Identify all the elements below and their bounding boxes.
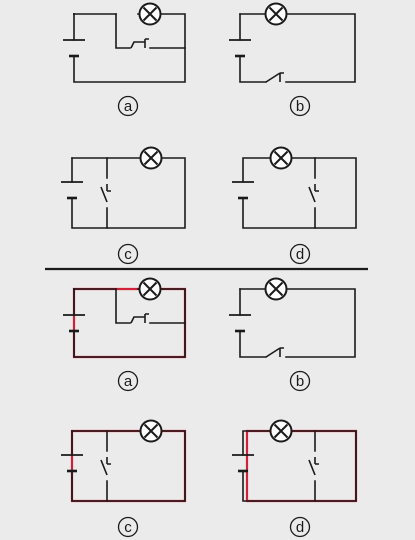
circuit-label: a (117, 95, 139, 117)
battery-icon (61, 454, 83, 473)
circuit-label: a (117, 370, 139, 392)
circuit-c: c (61, 146, 186, 265)
wire (73, 288, 186, 358)
circuit-d: d (232, 419, 358, 538)
svg-text:b: b (296, 98, 304, 115)
circuit-label: c (117, 516, 139, 538)
circuit-a: a (63, 277, 187, 392)
circuit-label: d (289, 516, 311, 538)
svg-text:a: a (124, 373, 133, 390)
highlight-loop (70, 429, 187, 503)
circuit-label: b (289, 95, 311, 117)
battery-icon (63, 39, 85, 58)
circuit-label: d (289, 243, 311, 265)
circuit-c: c (61, 419, 187, 538)
highlight-loop (245, 429, 358, 503)
svg-text:b: b (296, 373, 304, 390)
lamp-icon (264, 2, 288, 26)
open-switch-icon (265, 347, 284, 358)
open-switch-icon (265, 72, 284, 83)
wire (242, 430, 357, 502)
wire (71, 157, 186, 229)
lamp-icon (264, 277, 288, 301)
lamp-icon (139, 419, 163, 443)
battery-icon (232, 454, 254, 473)
wire (115, 13, 131, 49)
open-switch-icon (100, 184, 111, 203)
closed-switch-icon (130, 313, 149, 324)
closed-switch-icon (130, 38, 149, 49)
open-switch-icon (308, 457, 319, 476)
svg-text:c: c (124, 519, 132, 536)
circuit-b: b (229, 277, 356, 392)
wire (71, 430, 186, 502)
wire (285, 13, 356, 83)
circuit-b: b (229, 2, 356, 117)
circuit-a: a (63, 2, 186, 117)
wire (73, 13, 186, 83)
lamp-icon (269, 419, 293, 443)
svg-text:c: c (124, 246, 132, 263)
wire (239, 288, 267, 358)
svg-text:a: a (124, 98, 133, 115)
lamp-icon (139, 146, 163, 170)
wire (242, 157, 357, 229)
svg-text:d: d (296, 246, 304, 263)
battery-icon (229, 39, 251, 58)
svg-text:d: d (296, 519, 304, 536)
circuit-label: c (117, 243, 139, 265)
battery-icon (232, 181, 254, 200)
circuit-d: d (232, 146, 357, 265)
open-switch-icon (100, 457, 111, 476)
wire (239, 13, 267, 83)
lamp-icon (138, 277, 162, 301)
lamp-icon (138, 2, 162, 26)
battery-icon (229, 314, 251, 333)
wire (285, 288, 356, 358)
wire (115, 288, 131, 324)
circuit-label: b (289, 370, 311, 392)
open-switch-icon (308, 184, 319, 203)
battery-icon (61, 181, 83, 200)
battery-icon (63, 314, 85, 333)
lamp-icon (269, 146, 293, 170)
